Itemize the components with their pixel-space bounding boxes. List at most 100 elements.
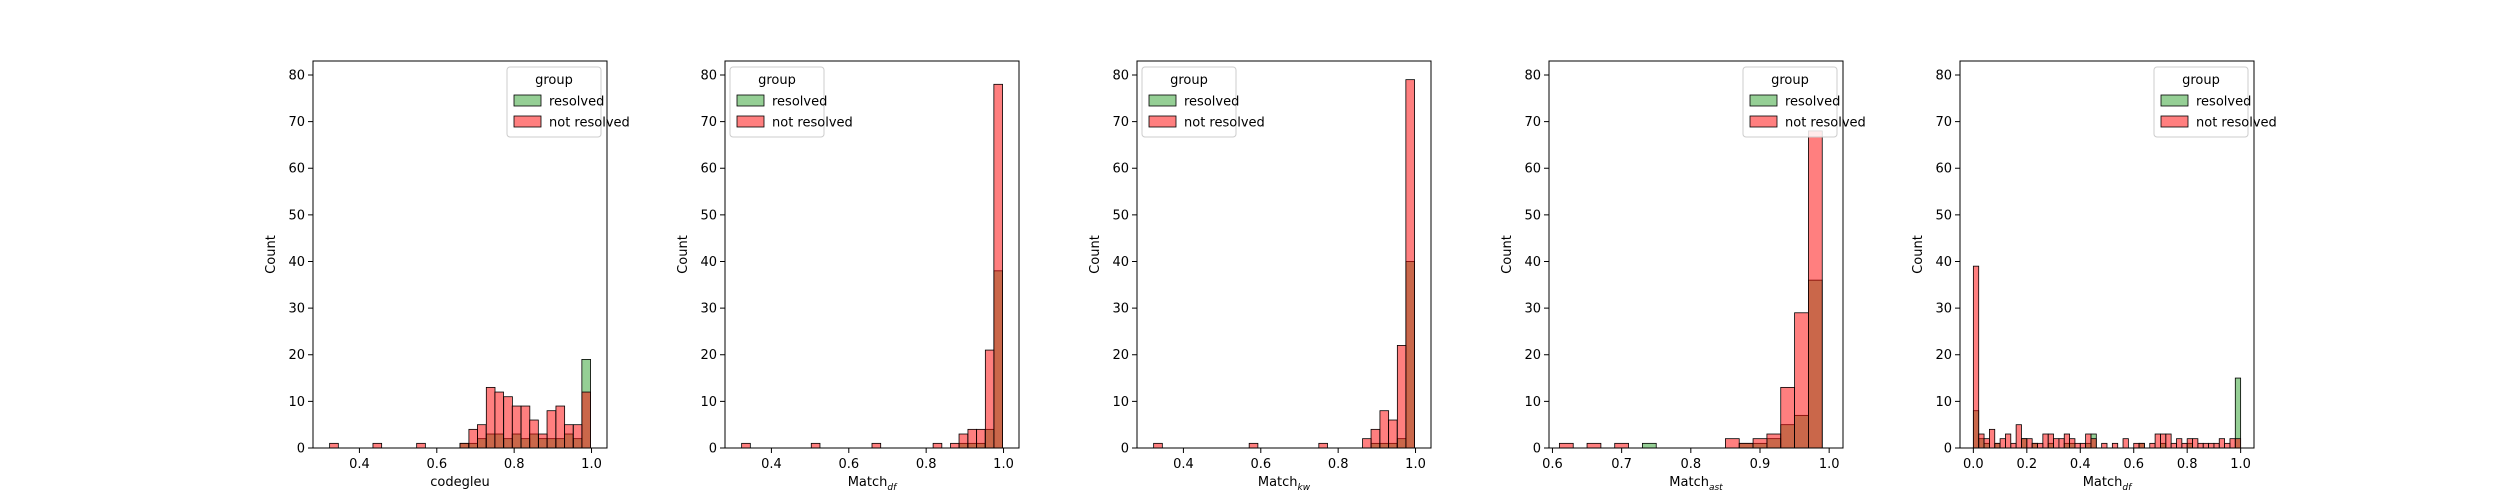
x-tick-label: 0.4: [761, 457, 782, 472]
legend: group resolved not resolved: [506, 66, 630, 138]
y-tick-label: 20: [1112, 348, 1129, 363]
y-tick-label: 30: [1112, 302, 1129, 317]
legend-label-resolved: resolved: [2196, 95, 2251, 110]
histogram-bar-not-resolved: [581, 391, 591, 449]
y-tick-label: 80: [1112, 68, 1129, 83]
histogram-bar-not-resolved: [741, 442, 751, 449]
x-axis-label: Matchkw: [1258, 475, 1311, 493]
histogram-bar-not-resolved: [2053, 438, 2060, 449]
histogram-bar-not-resolved: [1780, 386, 1795, 449]
y-axis-label: Count: [1500, 235, 1515, 274]
histogram-bar-not-resolved: [1405, 79, 1415, 449]
y-tick-label: 20: [288, 348, 305, 363]
histogram-bar-not-resolved: [538, 433, 548, 449]
histogram-bar-not-resolved: [1983, 438, 1990, 449]
y-tick-label: 60: [1524, 162, 1541, 177]
y-tick-label: 30: [1524, 302, 1541, 317]
y-axis-label: Count: [676, 235, 691, 274]
histogram-bar-not-resolved: [1794, 312, 1809, 449]
histogram-bar-not-resolved: [1586, 442, 1602, 449]
axes-frame: [312, 60, 608, 449]
y-tick-label: 80: [700, 68, 717, 83]
x-tick-label: 0.6: [1250, 457, 1271, 472]
histogram-bar-not-resolved: [1808, 130, 1823, 449]
histogram-bar-not-resolved: [2085, 433, 2092, 449]
y-tick-label: 60: [288, 162, 305, 177]
legend: group resolved not resolved: [1141, 66, 1265, 138]
legend-label-not-resolved: not resolved: [549, 116, 630, 131]
y-tick-label: 10: [1112, 395, 1129, 410]
histogram-bar-not-resolved: [2229, 438, 2236, 449]
legend-swatch-not-resolved: [513, 115, 542, 128]
y-tick-label: 60: [1935, 162, 1952, 177]
histogram-bar-not-resolved: [1766, 433, 1782, 449]
histogram-bar-not-resolved: [984, 349, 995, 449]
histogram-bar-not-resolved: [2133, 442, 2140, 449]
histogram-bar-not-resolved: [1318, 442, 1328, 449]
legend: group resolved not resolved: [729, 66, 853, 138]
legend-label-resolved: resolved: [1785, 95, 1840, 110]
x-tick-label: 0.4: [1173, 457, 1194, 472]
histogram-bar-not-resolved: [468, 428, 478, 449]
y-tick-label: 0: [297, 442, 305, 457]
histogram-bar-not-resolved: [2170, 442, 2177, 449]
y-tick-label: 60: [700, 162, 717, 177]
y-tick-label: 50: [700, 208, 717, 223]
y-tick-label: 80: [1524, 68, 1541, 83]
axes-frame: [1548, 60, 1844, 449]
histogram-bar-not-resolved: [2192, 438, 2199, 449]
histogram-bar-not-resolved: [2042, 433, 2049, 449]
histogram-bar-not-resolved: [1999, 438, 2006, 449]
x-axis-label-main: Match: [1669, 475, 1709, 490]
y-tick-label: 60: [1112, 162, 1129, 177]
histogram-bar-resolved: [1641, 442, 1657, 449]
x-axis-label-main: codegleu: [430, 475, 489, 490]
legend-swatch-not-resolved: [1148, 115, 1177, 128]
x-axis-label-subscript: df: [887, 483, 898, 493]
x-tick-label: 0.8: [2177, 457, 2198, 472]
histogram-bar-not-resolved: [529, 419, 539, 449]
histogram-bar-not-resolved: [976, 428, 986, 449]
histogram-bar-not-resolved: [2208, 442, 2215, 449]
y-tick-label: 0: [709, 442, 717, 457]
histogram-bar-not-resolved: [1752, 438, 1768, 449]
y-tick-label: 40: [1524, 255, 1541, 270]
legend-swatch-not-resolved: [736, 115, 765, 128]
x-axis-label-subscript: kw: [1298, 483, 1311, 493]
histogram-bar-not-resolved: [1379, 410, 1390, 449]
x-axis-label: Matchast: [1669, 475, 1723, 493]
histogram-bar-not-resolved: [485, 386, 496, 449]
legend-swatch-resolved: [1749, 94, 1778, 107]
y-tick-label: 40: [700, 255, 717, 270]
subplot-1: 0 10 20 30 40 50 60 70 80 0.4 0.6 0.8 1.0 codegleu Cou…: [264, 60, 630, 490]
histogram-bar-not-resolved: [2202, 442, 2209, 449]
y-axis-label: Count: [1088, 235, 1103, 274]
histogram-bar-not-resolved: [1558, 442, 1574, 449]
x-tick-label: 1.0: [1405, 457, 1426, 472]
histogram-bar-not-resolved: [2015, 424, 2022, 449]
legend-label-not-resolved: not resolved: [1785, 116, 1866, 131]
legend-label-not-resolved: not resolved: [2196, 116, 2277, 131]
histogram-bar-not-resolved: [2197, 442, 2204, 449]
x-tick-label: 0.2: [2016, 457, 2037, 472]
histogram-bar-not-resolved: [932, 442, 943, 449]
histogram-bar-not-resolved: [2111, 442, 2119, 449]
y-tick-label: 10: [700, 395, 717, 410]
legend: group resolved not resolved: [1742, 66, 1866, 138]
histogram-bar-not-resolved: [2026, 438, 2033, 449]
histogram-bar-not-resolved: [2138, 442, 2145, 449]
histogram-bar-not-resolved: [967, 428, 978, 449]
histogram-bar-not-resolved: [555, 405, 566, 449]
histogram-bar-not-resolved: [2058, 438, 2065, 449]
y-tick-label: 10: [1935, 395, 1952, 410]
histogram-bar-not-resolved: [1396, 345, 1407, 449]
y-tick-label: 80: [288, 68, 305, 83]
legend-label-not-resolved: not resolved: [772, 116, 853, 131]
x-tick-label: 1.0: [993, 457, 1014, 472]
x-tick-label: 0.4: [2070, 457, 2091, 472]
x-axis-label: Matchdf: [2083, 475, 2133, 493]
histogram-bar-not-resolved: [2010, 442, 2017, 449]
legend-title: group: [1170, 73, 1208, 88]
histogram-bar-not-resolved: [2101, 442, 2108, 449]
x-tick-label: 1.0: [581, 457, 602, 472]
